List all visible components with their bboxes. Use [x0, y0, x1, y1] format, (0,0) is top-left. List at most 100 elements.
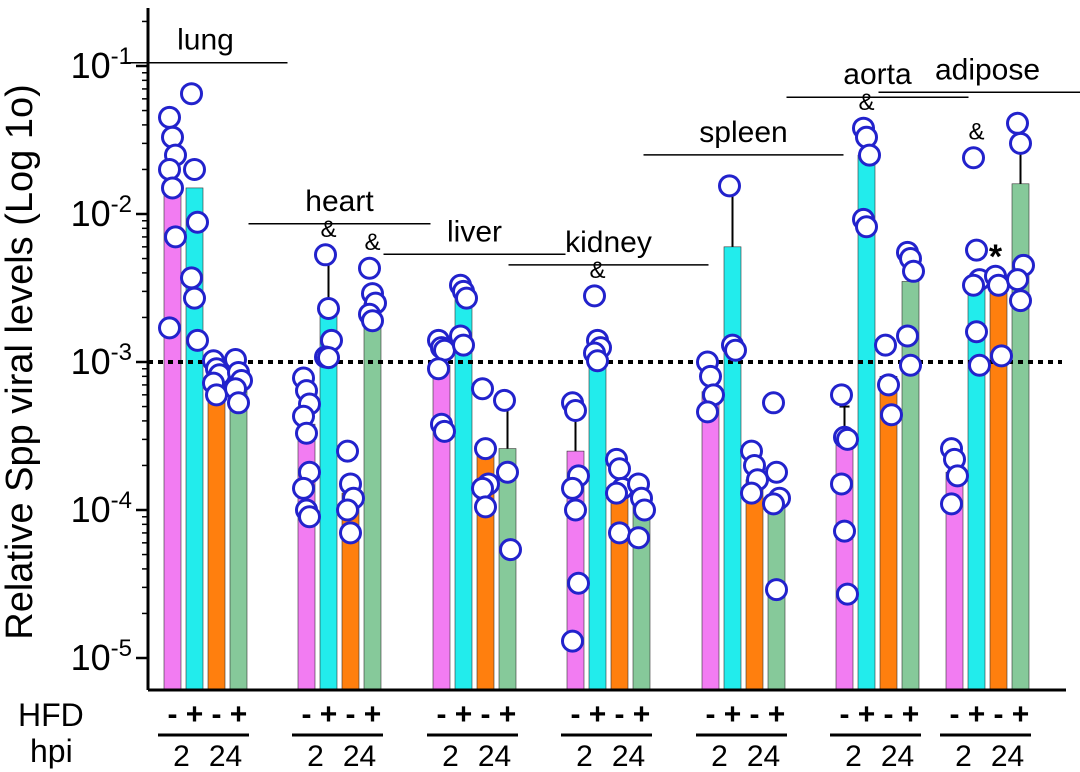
data-point: [946, 464, 969, 488]
data-point: [633, 498, 656, 522]
data-point: [762, 391, 785, 415]
y-tick-label: 10-3: [71, 339, 132, 382]
hpi-label: 24: [209, 740, 242, 772]
bar: [163, 187, 182, 691]
hfd-sign: +: [858, 698, 876, 731]
data-point: [227, 391, 250, 415]
data-point: [158, 316, 181, 340]
annotation-mark: &: [364, 229, 380, 256]
hpi-label: 2: [307, 740, 324, 772]
data-point: [336, 498, 359, 522]
data-point: [830, 383, 853, 407]
bar: [207, 368, 226, 691]
data-point: [474, 495, 497, 519]
hfd-sign: +: [589, 698, 607, 731]
hpi-row-label: hpi: [30, 733, 73, 769]
error-bars-layer: [323, 142, 1026, 452]
y-tick-label: 10-4: [71, 487, 132, 530]
hfd-sign: -: [346, 698, 356, 731]
data-point: [724, 338, 747, 362]
data-point: [298, 505, 321, 529]
data-point: [180, 266, 203, 290]
hfd-sign: -: [481, 698, 491, 731]
data-point: [433, 419, 456, 443]
hfd-sign: +: [455, 698, 473, 731]
hpi-label: 24: [881, 740, 914, 772]
hfd-sign: +: [186, 698, 204, 731]
data-point: [317, 346, 340, 370]
points-layer: [158, 82, 1035, 653]
data-point: [317, 296, 340, 320]
hfd-sign: +: [768, 698, 786, 731]
hfd-sign: -: [615, 698, 625, 731]
axes-layer: 10-1 10-2 10-3 10-4 10-5: [71, 8, 1066, 692]
data-point: [186, 210, 209, 234]
data-point: [880, 403, 903, 427]
data-point: [583, 284, 606, 308]
bar: [701, 391, 720, 691]
hfd-sign: -: [706, 698, 716, 731]
data-point: [627, 526, 650, 550]
data-point: [455, 286, 478, 310]
data-point: [608, 457, 631, 481]
hpi-label: 24: [747, 740, 780, 772]
data-point: [877, 373, 900, 397]
group-label: kidney: [565, 226, 652, 259]
annotation-mark: *: [989, 238, 1003, 276]
hpi-label: 24: [343, 740, 376, 772]
y-tick-label: 10-1: [71, 43, 132, 86]
annotation-mark: &: [589, 257, 605, 284]
data-point: [608, 521, 631, 545]
hfd-sign: -: [571, 698, 581, 731]
bar: [229, 380, 248, 691]
data-point: [990, 344, 1013, 368]
hpi-label: 24: [478, 740, 511, 772]
bar: [588, 349, 607, 691]
bar: [498, 448, 517, 691]
data-point: [158, 157, 181, 181]
data-point: [561, 629, 584, 653]
group-label: adipose: [935, 53, 1040, 86]
data-point: [358, 256, 381, 280]
data-point: [474, 437, 497, 461]
hfd-sign: +: [724, 698, 742, 731]
data-point: [765, 460, 788, 484]
annotation-mark: &: [320, 216, 336, 243]
data-point: [1006, 268, 1029, 292]
data-point: [830, 472, 853, 496]
data-point: [762, 492, 785, 516]
data-point: [452, 333, 475, 357]
group-label: lung: [177, 24, 234, 57]
hfd-sign: +: [230, 698, 248, 731]
data-point: [896, 324, 919, 348]
data-point: [471, 476, 494, 500]
data-point: [564, 399, 587, 423]
data-point: [962, 146, 985, 170]
data-point: [496, 460, 519, 484]
y-tick-label: 10-5: [71, 635, 132, 678]
data-point: [1009, 131, 1032, 155]
data-point: [180, 82, 203, 106]
hfd-sign: +: [1012, 698, 1030, 731]
data-point: [718, 174, 741, 198]
data-point: [874, 333, 897, 357]
data-point: [361, 309, 384, 333]
bar: [610, 483, 629, 691]
data-point: [314, 243, 337, 267]
data-point: [1006, 111, 1029, 135]
data-point: [336, 439, 359, 463]
hpi-label: 2: [845, 740, 862, 772]
data-point: [471, 377, 494, 401]
y-axis-label: Relative Spp viral levels (Log 1o): [0, 84, 41, 640]
bar: [185, 187, 204, 691]
group-label: aorta: [843, 58, 912, 91]
data-point: [1009, 289, 1032, 313]
group-label: spleen: [699, 116, 787, 149]
data-point: [183, 157, 206, 181]
hfd-sign: +: [320, 698, 338, 731]
data-point: [205, 383, 228, 407]
data-point: [292, 476, 315, 500]
hpi-label: 2: [173, 740, 190, 772]
